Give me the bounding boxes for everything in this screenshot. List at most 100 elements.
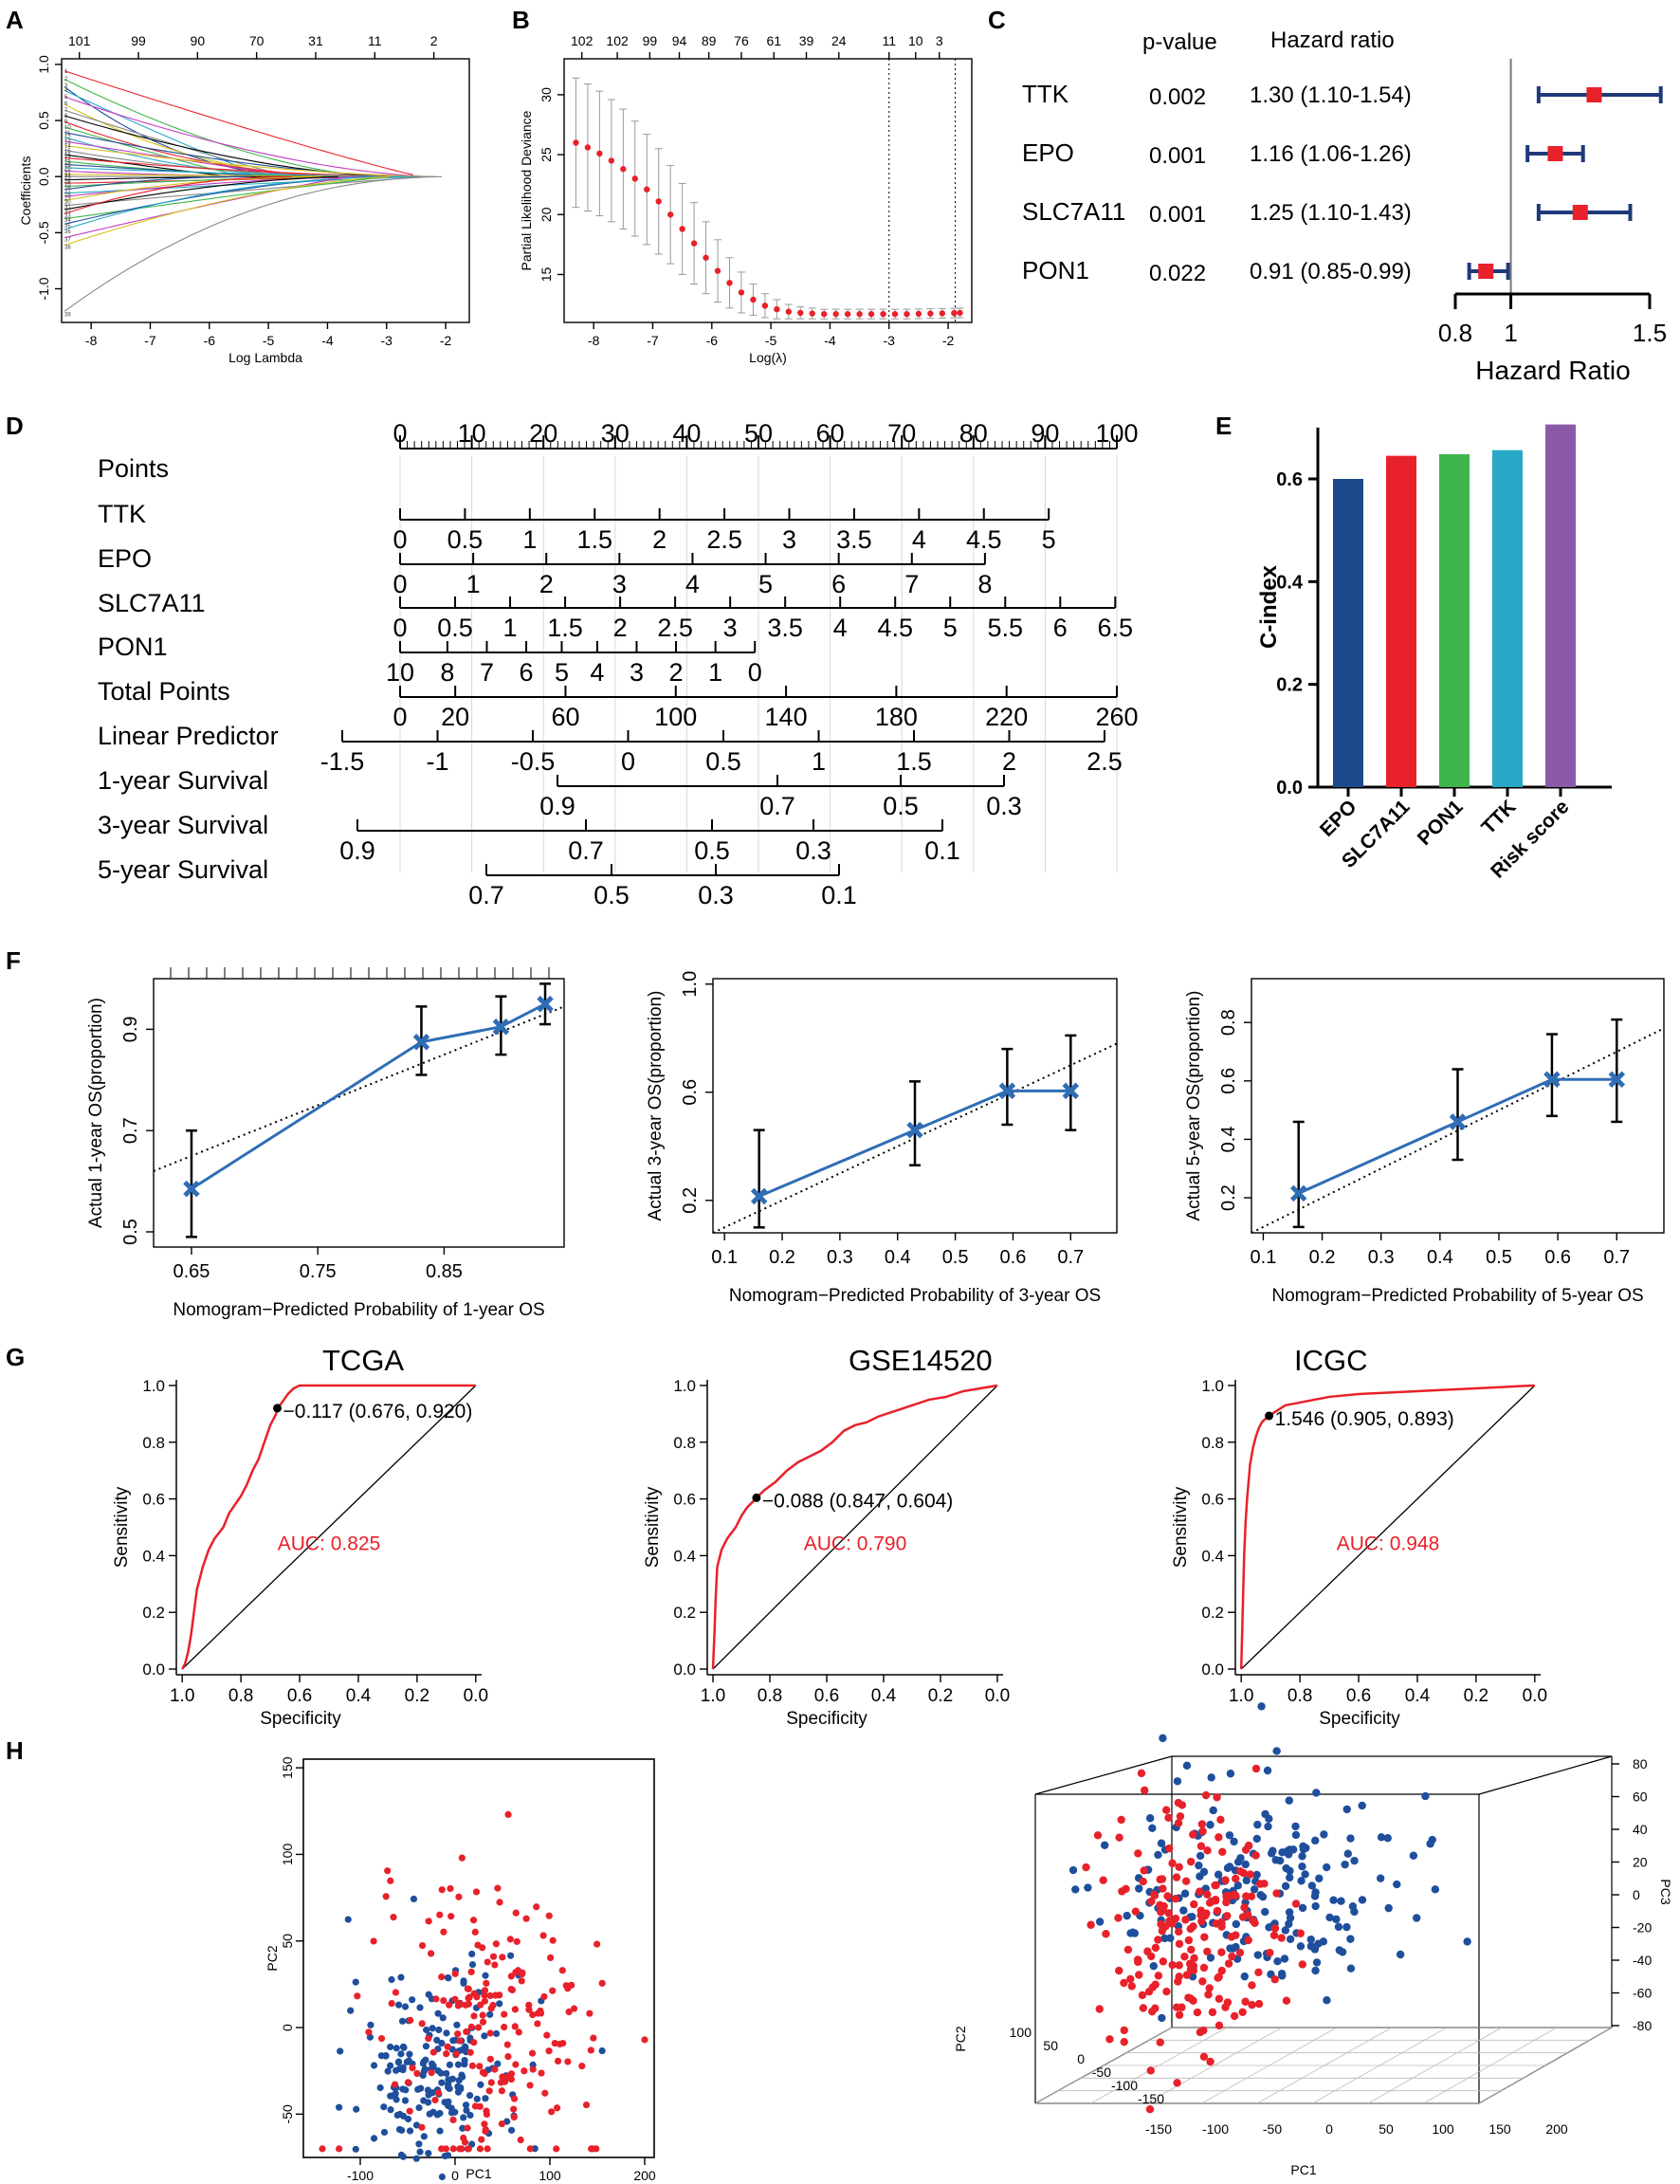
scale-tick-label: 4.5 <box>966 525 1002 554</box>
pca3d-point-group1 <box>1257 1702 1266 1711</box>
panel-label-e: E <box>1215 412 1232 440</box>
x-tick-label: 0.2 <box>769 1247 795 1268</box>
x-tick-label: -3 <box>381 333 393 348</box>
y-axis-label: Sensitivity <box>1171 1486 1191 1568</box>
pca3d-point-group1 <box>1329 1896 1338 1904</box>
y-tick-label: 0.2 <box>1218 1184 1239 1211</box>
pca3d-point-group1 <box>1230 1837 1238 1846</box>
pca3d-point-group1 <box>1158 2013 1166 2023</box>
pca3d-point-group2 <box>1158 1902 1166 1911</box>
pca-point-group1 <box>443 2029 450 2037</box>
pca3d-point-group2 <box>1232 1931 1240 1939</box>
pca-point-group2 <box>438 1886 446 1894</box>
pca-point-group2 <box>446 2001 453 2009</box>
c-index-bar <box>1492 450 1523 787</box>
calibration-point <box>1062 1082 1080 1100</box>
roc-curve <box>181 1384 476 1670</box>
scale-tick-label: 0.5 <box>447 525 484 554</box>
scale-tick-label: 0.1 <box>924 836 960 865</box>
x-tick-label: 0 <box>1325 2121 1333 2137</box>
deviance-point <box>774 305 780 313</box>
pca3d-point-group2 <box>1193 2008 1202 2017</box>
pca-point-group1 <box>468 1950 476 1958</box>
pca3d-point-group1 <box>1157 1839 1166 1847</box>
pca-point-group2 <box>438 1973 446 1981</box>
pca3d-point-group1 <box>1338 1948 1347 1956</box>
y-tick-label: 100 <box>1010 2025 1032 2040</box>
scale-tick-label: 2 <box>652 525 667 554</box>
pca-point-group2 <box>449 2116 457 2124</box>
pca-point-group2 <box>547 1954 555 1962</box>
roc-title: GSE14520 <box>849 1344 993 1377</box>
pca3d-point-group2 <box>1238 2008 1247 2017</box>
pca3d-point-group2 <box>1082 1863 1090 1872</box>
calibration-point <box>750 1187 768 1205</box>
panel-label-c: C <box>988 6 1006 34</box>
pca3d-point-group2 <box>1251 1851 1260 1860</box>
pca3d-point-group1 <box>1223 1863 1233 1873</box>
scale-tick-label: 1 <box>708 658 722 687</box>
pca3d-point-group1 <box>1149 1961 1159 1971</box>
pca3d-point-group2 <box>1171 1914 1180 1923</box>
x-tick-label: -8 <box>85 333 98 348</box>
pca-point-group2 <box>593 2145 600 2153</box>
pca-point-group2 <box>476 2063 484 2070</box>
pca-point-group2 <box>404 2079 412 2086</box>
pca3d-point-group1 <box>1311 1966 1320 1975</box>
x-axis-label: PC1 <box>1290 2162 1316 2177</box>
pca3d-point-group1 <box>1325 1913 1334 1922</box>
pca-point-group2 <box>392 1989 400 1996</box>
x-axis-label: Specificity <box>260 1709 341 1729</box>
x-tick-label: 50 <box>1379 2121 1394 2137</box>
pca3d-point-group2 <box>1291 1900 1301 1908</box>
pca-point-group1 <box>412 2155 420 2162</box>
pca-point-group2 <box>444 2043 451 2050</box>
top-tick-label: 2 <box>430 33 438 48</box>
pca-point-group2 <box>553 2145 560 2153</box>
pca3d-point-group2 <box>1146 2066 1155 2075</box>
path-index-label: 24 <box>64 179 71 185</box>
auc-label: AUC: 0.948 <box>1337 1532 1440 1554</box>
pca3d-point-group2 <box>1174 1819 1183 1827</box>
pca3d-point-group1 <box>1377 1833 1386 1842</box>
pca3d-point-group1 <box>1206 1954 1215 1962</box>
scale-label: SLC7A11 <box>98 589 206 617</box>
pca3d-point-group1 <box>1071 1885 1080 1894</box>
pca-point-group1 <box>380 2103 388 2111</box>
y-tick-label: 20 <box>539 207 554 222</box>
pca3d-point-group2 <box>1186 1857 1196 1866</box>
pca-point-group1 <box>443 2069 450 2078</box>
pca3d-point-group1 <box>1383 1834 1392 1843</box>
pca-point-group1 <box>404 2115 412 2123</box>
pca-point-group2 <box>507 2075 516 2083</box>
y-tick-label: 0.2 <box>680 1187 701 1214</box>
pca-point-group1 <box>397 2050 405 2058</box>
pca3d-point-group1 <box>1160 1934 1169 1943</box>
x-tick-label: PON1 <box>1414 796 1468 850</box>
pca-point-group1 <box>406 2127 414 2135</box>
panel-label-h: H <box>6 1736 24 1765</box>
x-tick-label: 0.6 <box>1000 1247 1027 1268</box>
pca-point-group2 <box>492 1991 500 1999</box>
pca3d-point-group2 <box>1175 1961 1183 1970</box>
deviance-point <box>738 289 745 296</box>
pca-point-group2 <box>512 1909 520 1917</box>
y-tick-label: 0.8 <box>142 1434 165 1452</box>
pca3d-point-group2 <box>1175 1863 1183 1872</box>
deviance-point <box>573 139 579 146</box>
x-tick-label: -3 <box>884 333 896 348</box>
pca-point-group2 <box>518 1977 525 1985</box>
pca-point-group2 <box>456 2145 464 2153</box>
pca3d-point-group1 <box>1393 1880 1401 1889</box>
y-axis-label: Partial Likelihood Deviance <box>519 110 534 270</box>
pca3d-point-group1 <box>1195 1861 1203 1870</box>
pca-point-group1 <box>435 2026 443 2034</box>
scale-tick-label: 0.5 <box>694 836 730 865</box>
p-value: 0.002 <box>1149 84 1206 110</box>
pca-point-group2 <box>434 2089 442 2097</box>
pca-point-group2 <box>578 2063 586 2070</box>
pca3d-point-group2 <box>1141 1786 1149 1795</box>
pca-point-group2 <box>470 2039 478 2046</box>
